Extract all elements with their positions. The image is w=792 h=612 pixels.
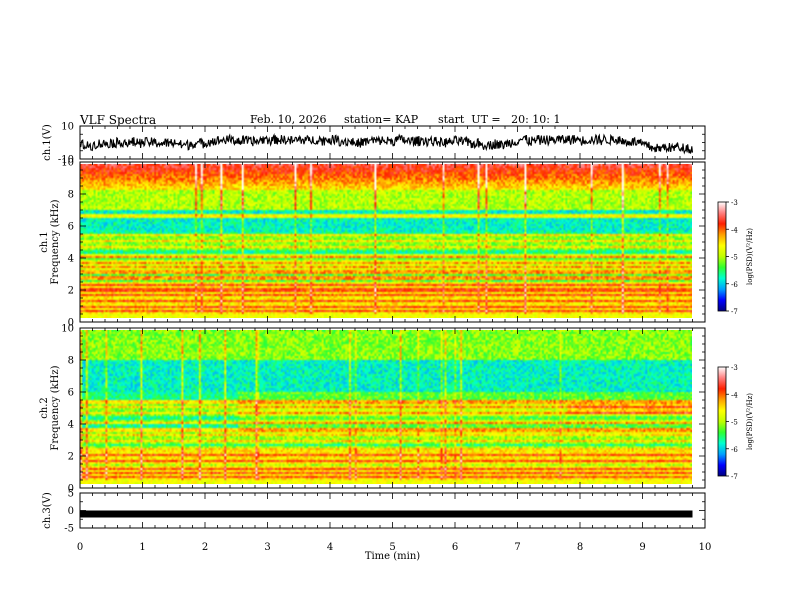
ch3-y-tick-label: 5 xyxy=(68,489,74,500)
ch3-y-tick-label: -5 xyxy=(64,524,74,535)
ch1-spectrogram-tick-label: 0 xyxy=(68,318,74,329)
ch2-spectrogram-channel-label: ch.2 xyxy=(39,397,50,419)
ch2-spectrogram-tick-label: 10 xyxy=(61,324,74,335)
time-tick-label: 8 xyxy=(577,542,583,553)
colorbar-tick-label: -5 xyxy=(731,419,738,427)
ch2-spectrogram-panel: 0 2 4 6 8 10 ch.2 Frequency (kHz) xyxy=(39,324,706,495)
time-tick-label: 6 xyxy=(452,542,458,553)
ch2-spectrogram-tick-label: 2 xyxy=(68,452,74,463)
ch1-spectrogram-tick-label: 4 xyxy=(68,254,74,265)
ch2-spectrogram-frame xyxy=(79,327,706,489)
ch2-spectrogram-tick-label: 0 xyxy=(68,484,74,495)
time-axis-label: Time (min) xyxy=(365,551,420,562)
time-axis-panel: 0 1 2 3 4 5 6 7 8 9 10 Time (min) xyxy=(77,542,712,562)
ch2-spectrogram-ylabel: Frequency (kHz) xyxy=(50,365,61,450)
ch2-spectrogram-tick-label: 6 xyxy=(68,388,74,399)
ch1-spectrogram-tick-label: 2 xyxy=(68,286,74,297)
colorbar-tick-label: -5 xyxy=(731,254,738,262)
ch3-level-bar xyxy=(80,510,693,518)
colorbar-tick-label: -6 xyxy=(731,446,738,454)
time-tick-label: 1 xyxy=(139,542,145,553)
ch2-spectrogram-colorbar-label: log(PSD)(V²/Hz) xyxy=(746,393,754,450)
ch1-spectrogram-ylabel: Frequency (kHz) xyxy=(50,199,61,284)
ch3-y-tick-label: 0 xyxy=(68,506,74,517)
time-tick-label: 4 xyxy=(327,542,333,553)
time-tick-label: 10 xyxy=(699,542,712,553)
colorbar-tick-label: -6 xyxy=(731,281,738,289)
colorbar-tick-label: -7 xyxy=(731,473,738,481)
ch1-spectrogram-tick-label: 10 xyxy=(61,158,74,169)
ch1-spectrogram-image xyxy=(80,164,692,318)
colorbar-tick-label: -3 xyxy=(731,199,738,207)
colorbar-ch2: -3 -4 -5 -6 -7 log(PSD)(V²/Hz) xyxy=(717,364,754,481)
time-tick-label: 7 xyxy=(514,542,520,553)
ch2-spectrogram-tick-label: 8 xyxy=(68,356,74,367)
ch2-spectrogram-tick-label: 4 xyxy=(68,420,74,431)
time-tick-label: 0 xyxy=(77,542,83,553)
ch1-spectrogram-panel: 0 2 4 6 8 10 ch.1 Frequency (kHz) xyxy=(39,158,706,329)
colorbar-tick-label: -3 xyxy=(731,364,738,372)
time-tick-label: 2 xyxy=(202,542,208,553)
ch3-ylabel: ch.3(V) xyxy=(42,492,53,529)
colorbar-tick-label: -7 xyxy=(731,308,738,316)
time-tick-label: 3 xyxy=(264,542,270,553)
ch1-spectrogram-channel-label: ch.1 xyxy=(39,231,50,253)
ch1-y-tick-label: -10 xyxy=(58,155,74,166)
ch2-spectrogram-image xyxy=(80,330,692,484)
ch3-panel: 5 0 -5 ch.3(V) xyxy=(42,489,706,535)
date-label: Feb. 10, 2026 xyxy=(250,113,327,126)
ch1-waveform-ylabel: ch.1(V) xyxy=(42,124,53,161)
time-tick-label: 5 xyxy=(389,542,395,553)
ch1-waveform-line xyxy=(79,133,694,155)
ch1-spectrogram-colorbar xyxy=(717,201,727,312)
colorbar-tick-label: -4 xyxy=(731,391,738,399)
colorbar-ch1: -3 -4 -5 -6 -7 log(PSD)(V²/Hz) xyxy=(717,199,754,316)
station-label: station= KAP xyxy=(344,113,419,126)
colorbar-tick-label: -4 xyxy=(731,226,738,234)
ch1-y-tick-label: 10 xyxy=(61,122,74,133)
ch1-spectrogram-frame xyxy=(79,161,706,323)
start-time-label: start UT = 20: 10: 1 xyxy=(438,113,561,126)
time-tick-label: 9 xyxy=(639,542,645,553)
ch1-spectrogram-colorbar-label: log(PSD)(V²/Hz) xyxy=(746,228,754,285)
ch1-spectrogram-tick-label: 8 xyxy=(68,190,74,201)
ch2-spectrogram-colorbar xyxy=(717,366,727,477)
figure-title: VLF Spectra xyxy=(80,113,157,127)
ch1-spectrogram-tick-label: 6 xyxy=(68,222,74,233)
